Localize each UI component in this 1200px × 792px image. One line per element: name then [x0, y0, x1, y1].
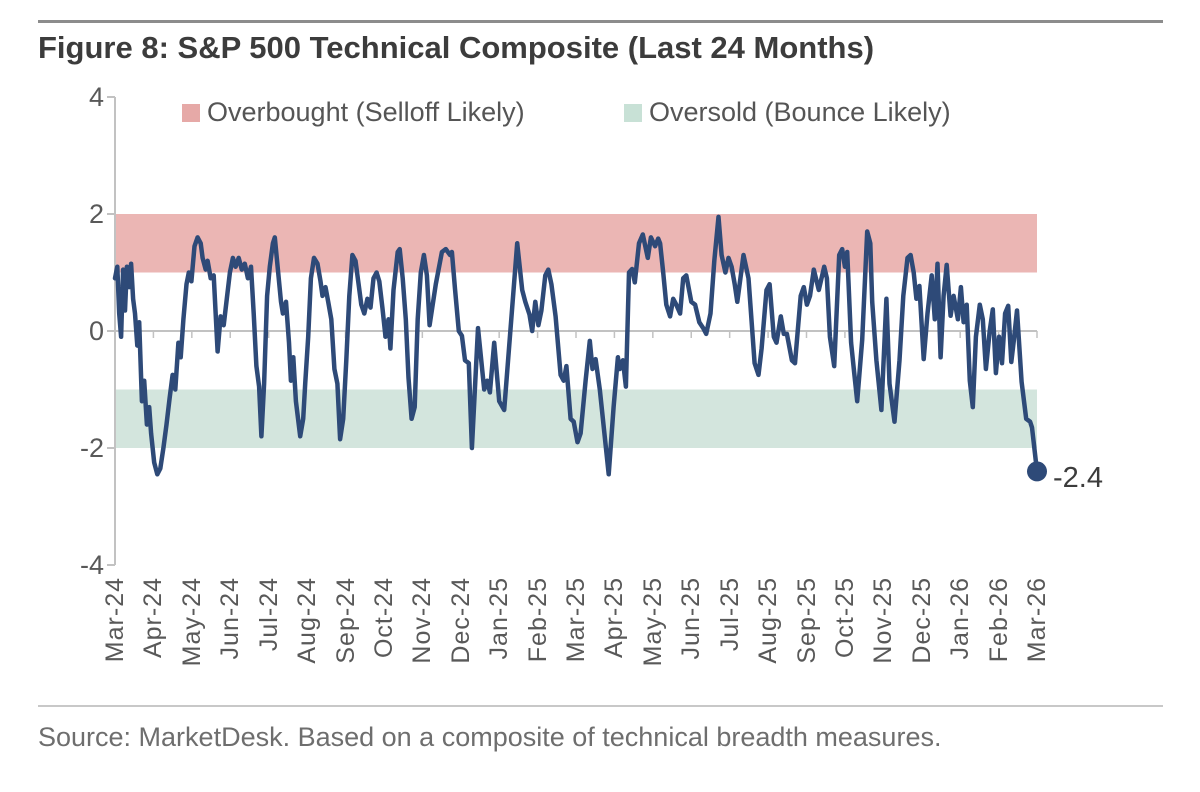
x-tick-label: May-25 — [638, 577, 667, 667]
x-tick-label: Mar-24 — [101, 577, 129, 663]
endpoint-marker — [1027, 461, 1047, 482]
x-tick-label: Jan-26 — [946, 577, 975, 660]
x-tick-label: Jul-24 — [254, 577, 283, 652]
endpoint-value-label: -2.4 — [1053, 462, 1103, 494]
x-tick-label: Oct-24 — [369, 577, 398, 659]
composite-line-chart — [107, 96, 1047, 566]
x-tick-label: Dec-24 — [446, 577, 475, 664]
page-title: Figure 8: S&P 500 Technical Composite (L… — [38, 30, 875, 65]
bottom-divider — [38, 705, 1163, 707]
x-tick-label: Jul-25 — [715, 577, 744, 652]
x-tick-label: May-24 — [177, 577, 206, 667]
x-tick-label: Nov-24 — [408, 577, 437, 664]
y-tick-label: -2 — [79, 433, 104, 463]
x-tick-label: Jun-25 — [677, 577, 706, 660]
x-tick-label: Nov-25 — [869, 577, 898, 664]
x-tick-label: Feb-26 — [984, 577, 1013, 663]
band-overbought — [115, 214, 1037, 273]
x-tick-label: Sep-24 — [331, 577, 360, 664]
top-divider — [38, 20, 1163, 23]
y-tick-label: 0 — [88, 316, 104, 346]
x-tick-label: Oct-25 — [830, 577, 859, 659]
x-tick-label: Aug-24 — [293, 577, 322, 664]
legend-item-oversold: Oversold (Bounce Likely) — [624, 97, 951, 128]
x-tick-label: Sep-25 — [792, 577, 821, 664]
source-note: Source: MarketDesk. Based on a composite… — [38, 722, 942, 752]
legend-label-oversold: Oversold (Bounce Likely) — [649, 97, 951, 127]
x-tick-label: Mar-25 — [562, 577, 590, 663]
y-tick-label: 2 — [88, 199, 104, 229]
y-tick-label: 4 — [88, 82, 104, 112]
x-tick-label: Mar-26 — [1023, 577, 1051, 663]
composite-series-line — [112, 214, 1040, 477]
oversold-swatch-icon — [624, 103, 642, 122]
x-tick-label: Aug-25 — [754, 577, 783, 664]
x-tick-label: Apr-25 — [600, 577, 629, 659]
x-tick-label: Apr-24 — [139, 577, 168, 659]
x-tick-label: Jan-25 — [485, 577, 514, 660]
legend-item-overbought: Overbought (Selloff Likely) — [182, 97, 525, 128]
x-tick-label: Feb-25 — [523, 577, 552, 663]
legend-label-overbought: Overbought (Selloff Likely) — [207, 97, 525, 127]
x-tick-label: Dec-25 — [907, 577, 936, 664]
overbought-swatch-icon — [182, 103, 200, 122]
y-tick-label: -4 — [79, 550, 104, 580]
x-tick-label: Jun-24 — [216, 577, 245, 660]
chart-legend: Overbought (Selloff Likely) Oversold (Bo… — [0, 97, 1200, 127]
